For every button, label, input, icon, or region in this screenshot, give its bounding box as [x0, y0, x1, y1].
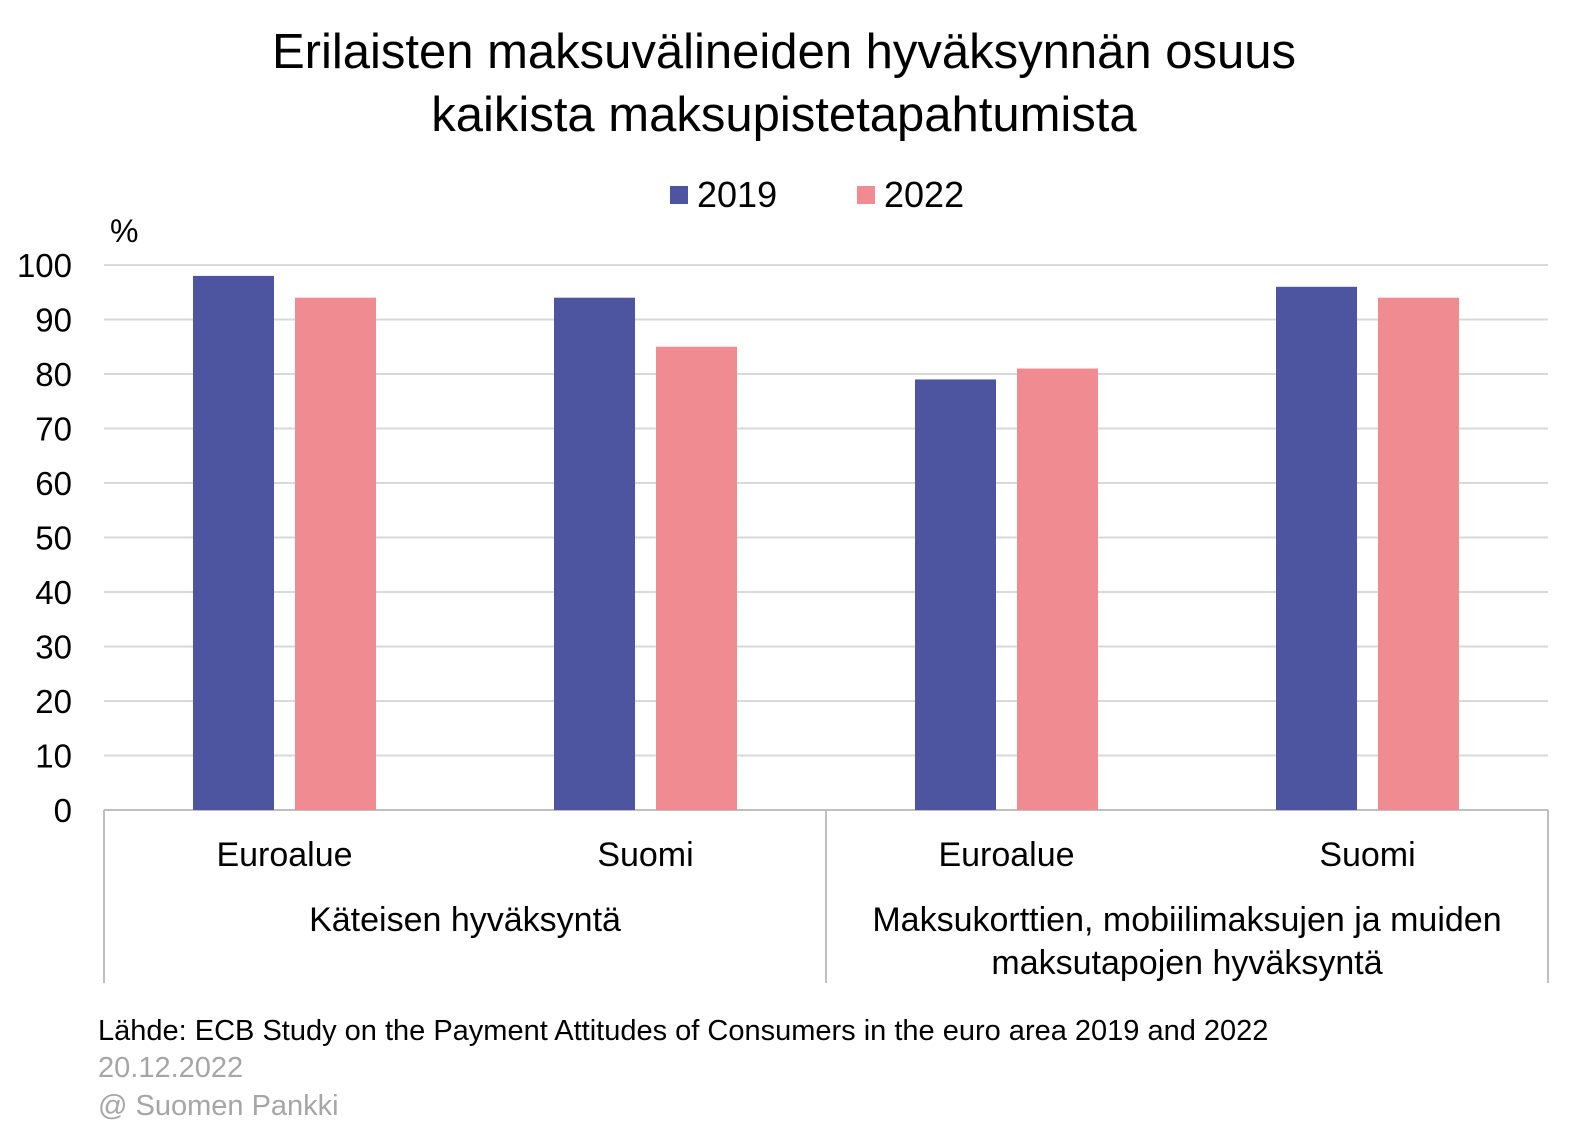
y-tick-label: 40 — [35, 574, 72, 611]
legend-swatch — [670, 186, 688, 204]
y-tick-label: 20 — [35, 683, 72, 720]
bar-2019-2 — [915, 379, 996, 810]
y-tick-label: 10 — [35, 738, 72, 775]
y-tick-label: 60 — [35, 465, 72, 502]
chart-title-line: kaikista maksupistetapahtumista — [431, 88, 1137, 142]
x-category-label: Suomi — [597, 836, 693, 874]
x-group-label: Maksukorttien, mobiilimaksujen ja muiden — [872, 901, 1501, 939]
y-tick-label: 0 — [54, 792, 72, 829]
chart-title-line: Erilaisten maksuvälineiden hyväksynnän o… — [272, 25, 1296, 79]
bar-2019-0 — [193, 275, 274, 810]
y-tick-label: 90 — [35, 302, 72, 339]
bar-2022-3 — [1378, 297, 1459, 810]
y-unit-label: % — [110, 213, 138, 249]
bar-2022-1 — [656, 346, 737, 810]
y-tick-label: 70 — [35, 411, 72, 448]
legend: 2019 2022 — [670, 174, 964, 215]
bar-2022-2 — [1017, 368, 1098, 810]
y-tick-label: 30 — [35, 629, 72, 666]
legend-swatch — [857, 186, 875, 204]
x-group-label: maksutapojen hyväksyntä — [991, 944, 1382, 982]
x-category-label: Euroalue — [938, 836, 1074, 874]
x-category-label: Euroalue — [216, 836, 352, 874]
chart-title: Erilaisten maksuvälineiden hyväksynnän o… — [272, 25, 1296, 142]
y-tick-labels: 0 10 20 30 40 50 60 70 80 90 100 — [17, 247, 72, 829]
x-axis: Euroalue Suomi Euroalue Suomi Käteisen hyväk… — [103, 810, 1549, 983]
bars — [193, 275, 1459, 810]
x-category-label: Suomi — [1319, 836, 1415, 874]
y-tick-label: 80 — [35, 356, 72, 393]
legend-label: 2019 — [697, 174, 777, 215]
legend-label: 2022 — [884, 174, 964, 215]
copyright-note: @ Suomen Pankki — [98, 1090, 339, 1122]
y-tick-label: 50 — [35, 520, 72, 557]
date-stamp: 20.12.2022 — [98, 1052, 244, 1084]
bar-2022-0 — [295, 297, 376, 810]
source-note: Lähde: ECB Study on the Payment Attitude… — [98, 1015, 1269, 1047]
bar-2019-1 — [554, 297, 635, 810]
bar-chart: Erilaisten maksuvälineiden hyväksynnän o… — [17, 25, 1549, 983]
bar-2019-3 — [1276, 286, 1357, 810]
x-group-label: Käteisen hyväksyntä — [309, 901, 621, 939]
y-tick-label: 100 — [17, 247, 72, 284]
